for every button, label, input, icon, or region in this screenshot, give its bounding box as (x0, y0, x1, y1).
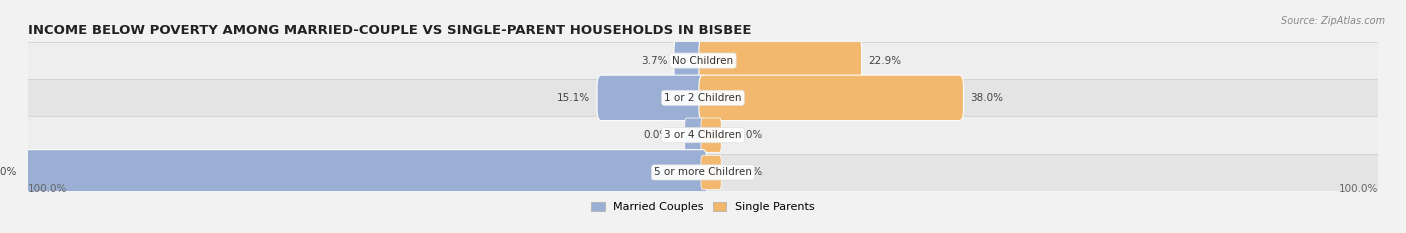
Text: 100.0%: 100.0% (28, 184, 67, 194)
Text: Source: ZipAtlas.com: Source: ZipAtlas.com (1281, 16, 1385, 26)
Text: 5 or more Children: 5 or more Children (654, 168, 752, 177)
Text: 0.0%: 0.0% (643, 130, 669, 140)
Text: INCOME BELOW POVERTY AMONG MARRIED-COUPLE VS SINGLE-PARENT HOUSEHOLDS IN BISBEE: INCOME BELOW POVERTY AMONG MARRIED-COUPL… (28, 24, 752, 37)
Bar (28, 79, 1378, 116)
Text: 100.0%: 100.0% (1339, 184, 1378, 194)
Text: 0.0%: 0.0% (737, 168, 763, 177)
FancyBboxPatch shape (702, 155, 721, 190)
FancyBboxPatch shape (685, 118, 704, 152)
Bar (28, 154, 1378, 191)
FancyBboxPatch shape (702, 118, 721, 152)
Text: 3 or 4 Children: 3 or 4 Children (664, 130, 742, 140)
FancyBboxPatch shape (24, 150, 707, 195)
FancyBboxPatch shape (699, 38, 862, 83)
Text: 22.9%: 22.9% (869, 56, 901, 65)
Text: 0.0%: 0.0% (737, 130, 763, 140)
Text: 100.0%: 100.0% (0, 168, 17, 177)
FancyBboxPatch shape (598, 75, 707, 121)
FancyBboxPatch shape (699, 75, 963, 121)
FancyBboxPatch shape (673, 38, 707, 83)
Text: 3.7%: 3.7% (641, 56, 668, 65)
Bar (28, 116, 1378, 154)
Legend: Married Couples, Single Parents: Married Couples, Single Parents (592, 202, 814, 212)
Text: 1 or 2 Children: 1 or 2 Children (664, 93, 742, 103)
Text: No Children: No Children (672, 56, 734, 65)
Bar (28, 42, 1378, 79)
Text: 15.1%: 15.1% (557, 93, 591, 103)
Text: 38.0%: 38.0% (970, 93, 1004, 103)
